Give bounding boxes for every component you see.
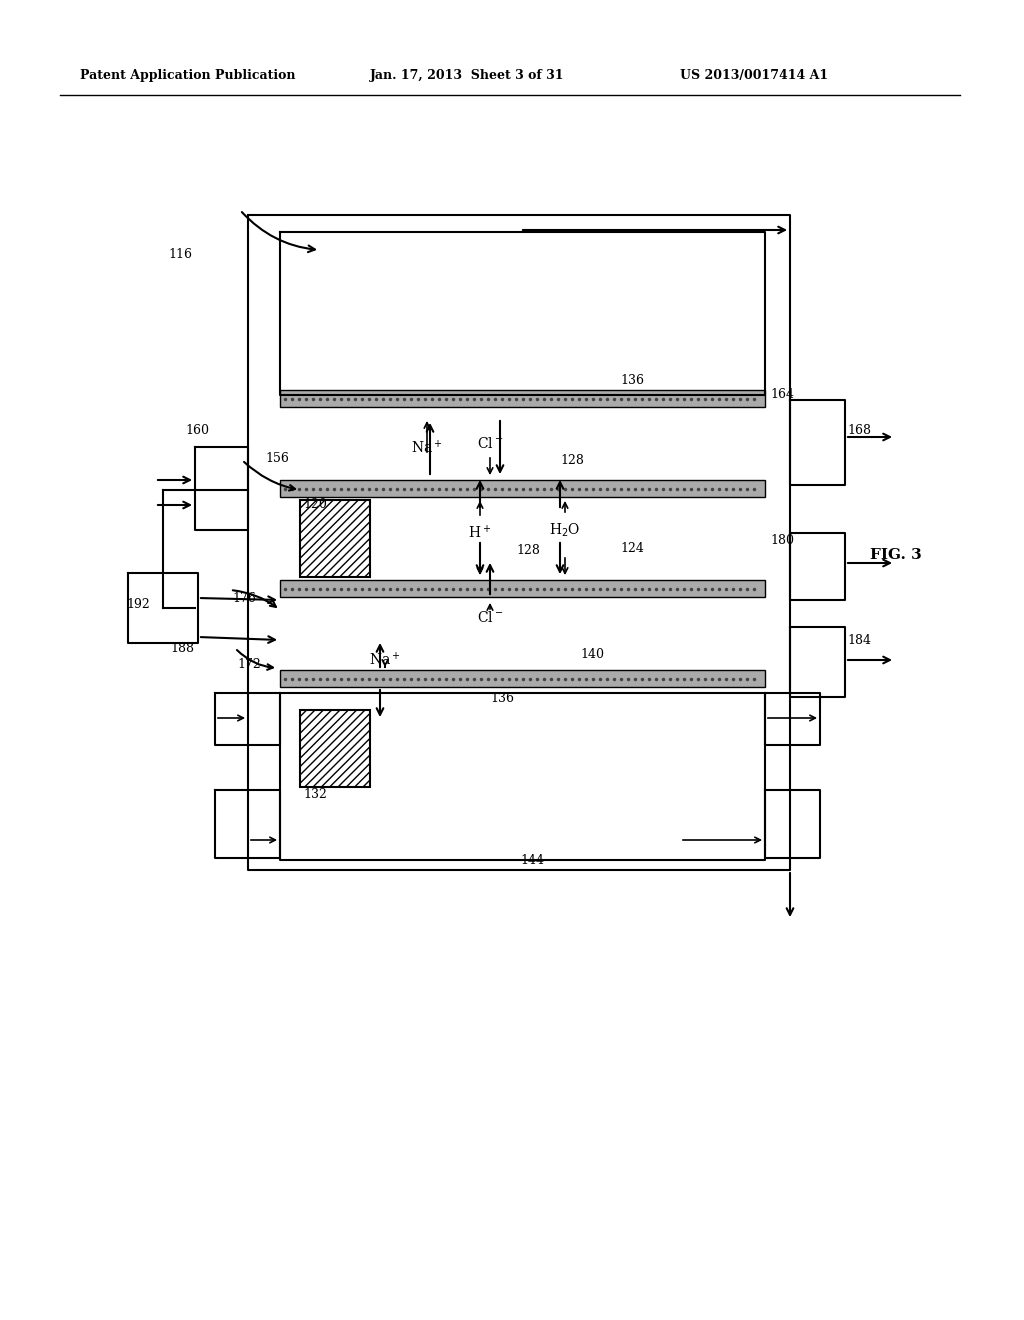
Text: 184: 184 xyxy=(847,634,871,647)
Text: 128: 128 xyxy=(560,454,584,466)
Text: 140: 140 xyxy=(580,648,604,661)
Text: 132: 132 xyxy=(303,788,327,801)
Text: 192: 192 xyxy=(126,598,150,611)
Text: 160: 160 xyxy=(185,424,209,437)
Text: 172: 172 xyxy=(237,659,261,672)
Polygon shape xyxy=(280,480,765,498)
Polygon shape xyxy=(280,579,765,597)
Text: 176: 176 xyxy=(232,591,256,605)
Text: 136: 136 xyxy=(620,374,644,387)
Text: Na$^+$: Na$^+$ xyxy=(370,651,400,669)
Text: 144: 144 xyxy=(520,854,544,866)
Text: Cl$^-$: Cl$^-$ xyxy=(477,610,503,624)
Polygon shape xyxy=(280,389,765,407)
Text: 168: 168 xyxy=(847,424,871,437)
Text: 128: 128 xyxy=(516,544,540,557)
Text: 120: 120 xyxy=(303,499,327,511)
Polygon shape xyxy=(280,671,765,686)
Text: 188: 188 xyxy=(170,642,194,655)
Text: 180: 180 xyxy=(770,533,794,546)
Text: FIG. 3: FIG. 3 xyxy=(870,548,922,562)
Text: H$_2$O: H$_2$O xyxy=(549,521,581,539)
Text: 136: 136 xyxy=(490,692,514,705)
Text: Na$^+$: Na$^+$ xyxy=(412,440,442,457)
Text: Cl$^-$: Cl$^-$ xyxy=(477,436,503,450)
Text: 156: 156 xyxy=(265,451,289,465)
Text: Jan. 17, 2013  Sheet 3 of 31: Jan. 17, 2013 Sheet 3 of 31 xyxy=(370,69,564,82)
Text: 116: 116 xyxy=(168,248,193,261)
Text: 124: 124 xyxy=(620,541,644,554)
Text: 164: 164 xyxy=(770,388,794,401)
Text: H$^+$: H$^+$ xyxy=(468,524,492,541)
Text: Patent Application Publication: Patent Application Publication xyxy=(80,69,296,82)
Text: US 2013/0017414 A1: US 2013/0017414 A1 xyxy=(680,69,828,82)
